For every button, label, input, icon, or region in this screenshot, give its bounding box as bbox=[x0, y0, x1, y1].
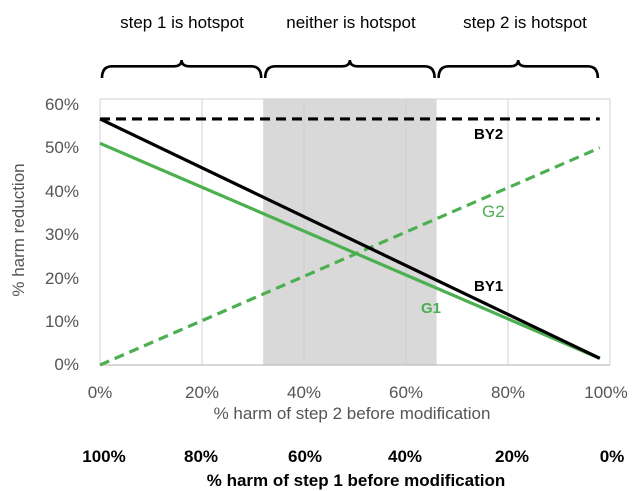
y-tick-labels: 0% 10% 20% 30% 40% 50% 60% bbox=[45, 95, 79, 374]
x-tick-label: 40% bbox=[287, 383, 321, 402]
grid-lines bbox=[99, 98, 611, 365]
series-line-g2 bbox=[99, 146, 601, 367]
series-line-g1 bbox=[99, 141, 601, 360]
region-label-neither: neither is hotspot bbox=[286, 13, 416, 32]
region-brace bbox=[263, 59, 436, 79]
y-tick-label: 20% bbox=[45, 269, 79, 288]
region-braces bbox=[100, 59, 600, 79]
region-brace bbox=[100, 59, 263, 79]
secondary-x-tick-label: 100% bbox=[82, 447, 125, 466]
y-tick-label: 10% bbox=[45, 312, 79, 331]
secondary-x-tick-labels: 100% 80% 60% 40% 20% 0% bbox=[82, 447, 624, 466]
x-tick-label: 0% bbox=[88, 383, 113, 402]
series-line-by1 bbox=[99, 117, 601, 360]
series-label-by1: BY1 bbox=[474, 278, 503, 295]
series-lines bbox=[99, 117, 601, 367]
y-tick-label: 60% bbox=[45, 95, 79, 114]
region-label-step2: step 2 is hotspot bbox=[463, 13, 587, 32]
series-label-by2: BY2 bbox=[474, 126, 503, 143]
series-label-g2: G2 bbox=[482, 202, 505, 221]
y-tick-label: 40% bbox=[45, 182, 79, 201]
secondary-x-tick-label: 80% bbox=[184, 447, 218, 466]
secondary-x-tick-label: 60% bbox=[288, 447, 322, 466]
secondary-x-tick-label: 20% bbox=[495, 447, 529, 466]
x-tick-labels: 0% 20% 40% 60% 80% 100% bbox=[88, 383, 628, 402]
region-brace bbox=[437, 59, 600, 79]
x-tick-label: 20% bbox=[185, 383, 219, 402]
x-tick-label: 60% bbox=[389, 383, 423, 402]
y-axis-title: % harm reduction bbox=[9, 163, 28, 296]
y-tick-label: 0% bbox=[54, 355, 79, 374]
x-tick-label: 80% bbox=[491, 383, 525, 402]
y-tick-label: 50% bbox=[45, 138, 79, 157]
x-axis-title: % harm of step 2 before modification bbox=[214, 404, 491, 423]
series-label-g1: G1 bbox=[421, 300, 441, 317]
region-label-step1: step 1 is hotspot bbox=[120, 13, 244, 32]
x-tick-label: 100% bbox=[584, 383, 627, 402]
neither-hotspot-shaded-region bbox=[263, 99, 437, 365]
secondary-x-axis-title: % harm of step 1 before modification bbox=[207, 471, 506, 490]
secondary-x-tick-label: 0% bbox=[600, 447, 625, 466]
y-tick-label: 30% bbox=[45, 225, 79, 244]
secondary-x-tick-label: 40% bbox=[388, 447, 422, 466]
